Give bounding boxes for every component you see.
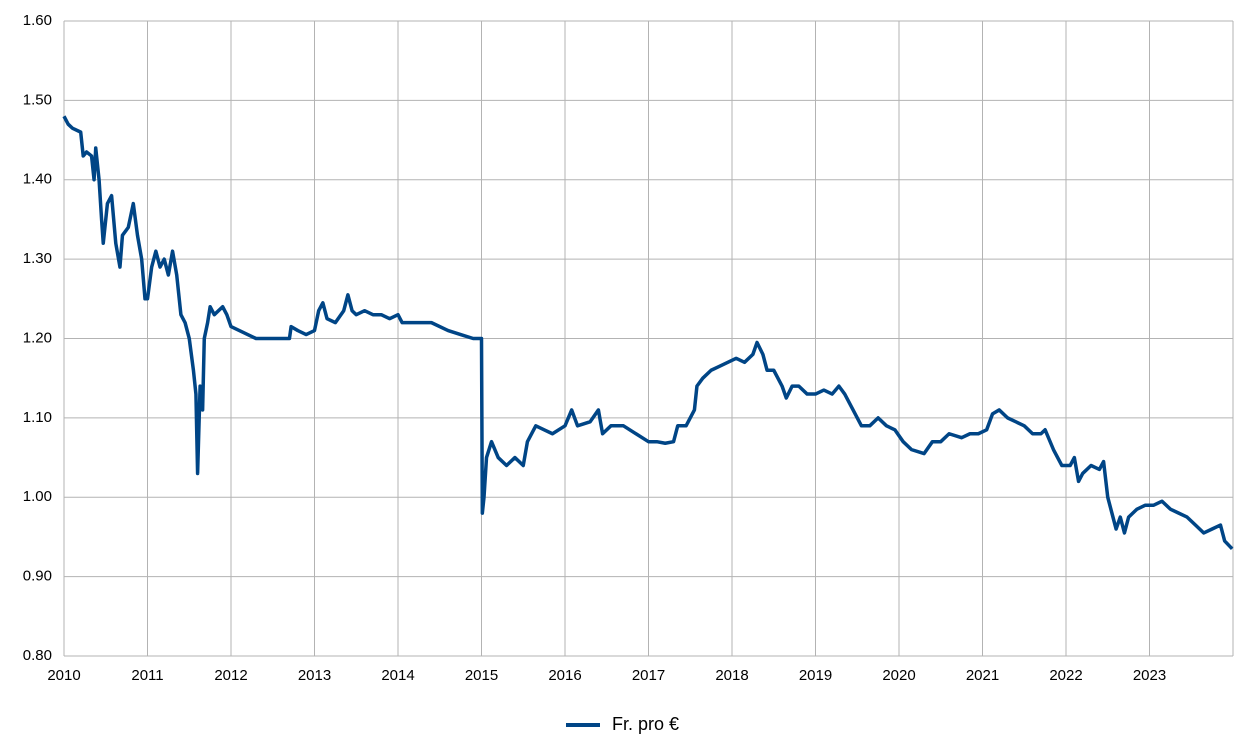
y-tick-label: 1.60 bbox=[23, 12, 52, 29]
x-tick-label: 2015 bbox=[465, 667, 498, 684]
x-tick-label: 2018 bbox=[715, 667, 748, 684]
y-tick-label: 1.40 bbox=[23, 171, 52, 188]
x-tick-label: 2023 bbox=[1133, 667, 1166, 684]
x-tick-label: 2020 bbox=[882, 667, 915, 684]
y-tick-label: 1.10 bbox=[23, 409, 52, 426]
x-tick-label: 2016 bbox=[548, 667, 581, 684]
x-tick-label: 2014 bbox=[381, 667, 414, 684]
y-tick-label: 1.50 bbox=[23, 91, 52, 108]
y-tick-label: 1.20 bbox=[23, 329, 52, 346]
y-tick-label: 1.00 bbox=[23, 488, 52, 505]
legend-label: Fr. pro € bbox=[612, 714, 679, 734]
data-line bbox=[62, 115, 1234, 551]
x-tick-label: 2017 bbox=[632, 667, 665, 684]
y-tick-label: 0.80 bbox=[23, 647, 52, 664]
x-tick-label: 2019 bbox=[799, 667, 832, 684]
y-tick-label: 1.30 bbox=[23, 250, 52, 267]
x-tick-label: 2022 bbox=[1049, 667, 1082, 684]
x-tick-label: 2011 bbox=[131, 667, 163, 684]
x-tick-label: 2010 bbox=[47, 667, 80, 684]
x-tick-label: 2013 bbox=[298, 667, 331, 684]
x-tick-label: 2012 bbox=[214, 667, 247, 684]
y-tick-label: 0.90 bbox=[23, 568, 52, 585]
x-tick-label: 2021 bbox=[966, 667, 999, 684]
